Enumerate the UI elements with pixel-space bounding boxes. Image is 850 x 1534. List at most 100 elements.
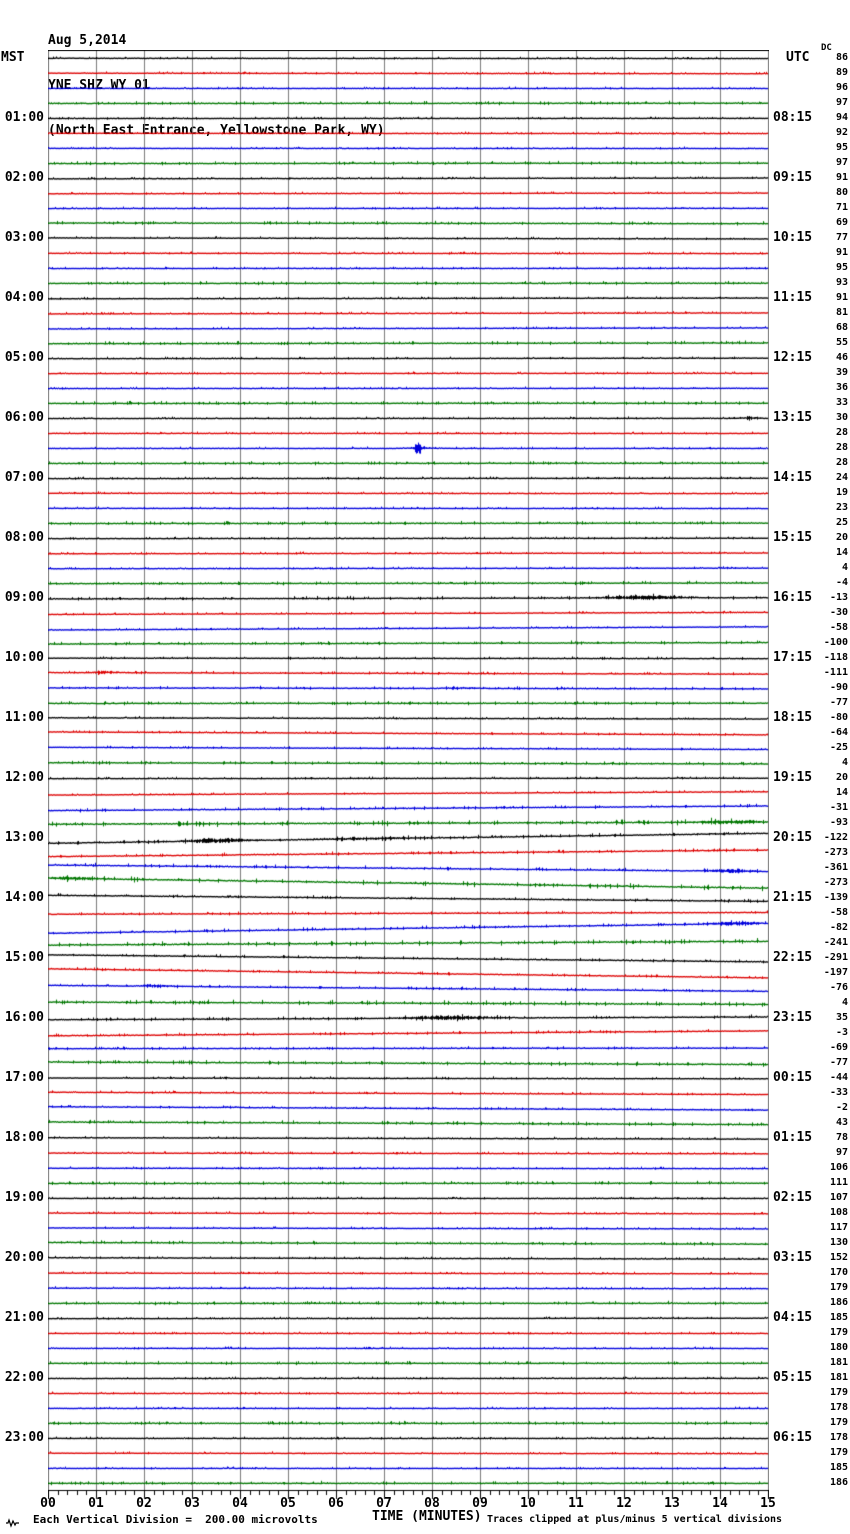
dc-offset-value: 46 <box>835 352 848 363</box>
mst-time-label: 08:00 <box>4 530 44 545</box>
dc-offset-value: 181 <box>829 1357 848 1368</box>
minute-tick-label: 06 <box>328 1496 344 1511</box>
dc-offset-value: -111 <box>823 667 848 678</box>
dc-offset-value: -93 <box>829 817 848 828</box>
dc-offset-value: 28 <box>835 427 848 438</box>
dc-offset-value: 91 <box>835 172 848 183</box>
dc-offset-value: 179 <box>829 1282 848 1293</box>
dc-offset-value: 178 <box>829 1432 848 1443</box>
minute-tick-label: 01 <box>88 1496 104 1511</box>
utc-time-label: 11:15 <box>773 290 813 305</box>
header-date: Aug 5,2014 <box>48 33 127 48</box>
dc-offset-value: 25 <box>835 517 848 528</box>
dc-offset-value: 93 <box>835 277 848 288</box>
minute-tick-label: 12 <box>616 1496 632 1511</box>
utc-time-label: 22:15 <box>773 950 813 965</box>
utc-time-label: 05:15 <box>773 1370 813 1385</box>
dc-offset-value: 97 <box>835 97 848 108</box>
mst-time-label: 15:00 <box>4 950 44 965</box>
dc-offset-value: 179 <box>829 1387 848 1398</box>
mst-time-label: 09:00 <box>4 590 44 605</box>
dc-offset-value: 185 <box>829 1312 848 1323</box>
dc-offset-value: 55 <box>835 337 848 348</box>
dc-offset-value: 20 <box>835 772 848 783</box>
minute-tick-label: 03 <box>184 1496 200 1511</box>
dc-offset-value: 91 <box>835 292 848 303</box>
utc-time-label: 10:15 <box>773 230 813 245</box>
dc-offset-value: -241 <box>823 937 848 948</box>
dc-offset-value: 14 <box>835 787 848 798</box>
dc-column-title: DC <box>821 43 832 53</box>
mst-time-label: 04:00 <box>4 290 44 305</box>
dc-offset-value: 28 <box>835 442 848 453</box>
dc-offset-value: 4 <box>841 997 848 1008</box>
dc-offset-value: 108 <box>829 1207 848 1218</box>
dc-offset-value: 36 <box>835 382 848 393</box>
minute-tick-label: 11 <box>568 1496 584 1511</box>
minute-tick-label: 09 <box>472 1496 488 1511</box>
dc-offset-value: 181 <box>829 1372 848 1383</box>
dc-offset-value: 33 <box>835 397 848 408</box>
dc-offset-value: 91 <box>835 247 848 258</box>
dc-offset-value: -69 <box>829 1042 848 1053</box>
minute-tick-label: 13 <box>664 1496 680 1511</box>
utc-time-label: 15:15 <box>773 530 813 545</box>
utc-time-label: 18:15 <box>773 710 813 725</box>
dc-offset-value: -197 <box>823 967 848 978</box>
utc-time-label: 08:15 <box>773 110 813 125</box>
utc-time-label: 02:15 <box>773 1190 813 1205</box>
dc-offset-value: 95 <box>835 262 848 273</box>
dc-offset-value: 19 <box>835 487 848 498</box>
utc-time-label: 04:15 <box>773 1310 813 1325</box>
dc-offset-value: 130 <box>829 1237 848 1248</box>
mst-time-label: 07:00 <box>4 470 44 485</box>
dc-offset-value: 30 <box>835 412 848 423</box>
dc-offset-value: 95 <box>835 142 848 153</box>
dc-offset-value: 71 <box>835 202 848 213</box>
mst-time-label: 14:00 <box>4 890 44 905</box>
mst-time-label: 17:00 <box>4 1070 44 1085</box>
utc-time-label: 21:15 <box>773 890 813 905</box>
dc-offset-value: 89 <box>835 67 848 78</box>
utc-time-label: 06:15 <box>773 1430 813 1445</box>
dc-offset-value: -25 <box>829 742 848 753</box>
dc-offset-value: 35 <box>835 1012 848 1023</box>
dc-offset-value: 69 <box>835 217 848 228</box>
dc-offset-value: 4 <box>841 757 848 768</box>
dc-offset-value: 4 <box>841 562 848 573</box>
dc-offset-value: 78 <box>835 1132 848 1143</box>
mst-time-label: 06:00 <box>4 410 44 425</box>
left-axis-title: MST <box>1 50 25 65</box>
dc-offset-value: 179 <box>829 1447 848 1458</box>
dc-offset-value: -58 <box>829 907 848 918</box>
utc-time-label: 00:15 <box>773 1070 813 1085</box>
dc-offset-value: 24 <box>835 472 848 483</box>
dc-offset-value: 107 <box>829 1192 848 1203</box>
dc-offset-value: -4 <box>835 577 848 588</box>
utc-time-label: 23:15 <box>773 1010 813 1025</box>
dc-offset-value: -44 <box>829 1072 848 1083</box>
dc-offset-value: -77 <box>829 697 848 708</box>
dc-offset-value: -33 <box>829 1087 848 1098</box>
minute-tick-label: 02 <box>136 1496 152 1511</box>
utc-time-label: 01:15 <box>773 1130 813 1145</box>
dc-offset-value: 86 <box>835 52 848 63</box>
dc-offset-value: -31 <box>829 802 848 813</box>
dc-offset-value: -3 <box>835 1027 848 1038</box>
utc-time-label: 12:15 <box>773 350 813 365</box>
dc-offset-value: 92 <box>835 127 848 138</box>
dc-offset-value: -90 <box>829 682 848 693</box>
dc-offset-value: 23 <box>835 502 848 513</box>
mst-time-label: 22:00 <box>4 1370 44 1385</box>
dc-offset-value: 186 <box>829 1297 848 1308</box>
dc-offset-value: 111 <box>829 1177 848 1188</box>
dc-offset-value: 96 <box>835 82 848 93</box>
utc-time-label: 09:15 <box>773 170 813 185</box>
dc-offset-value: 152 <box>829 1252 848 1263</box>
dc-offset-value: 106 <box>829 1162 848 1173</box>
mst-time-label: 13:00 <box>4 830 44 845</box>
mst-time-label: 11:00 <box>4 710 44 725</box>
minute-tick-label: 04 <box>232 1496 248 1511</box>
dc-offset-value: -30 <box>829 607 848 618</box>
dc-offset-value: 117 <box>829 1222 848 1233</box>
